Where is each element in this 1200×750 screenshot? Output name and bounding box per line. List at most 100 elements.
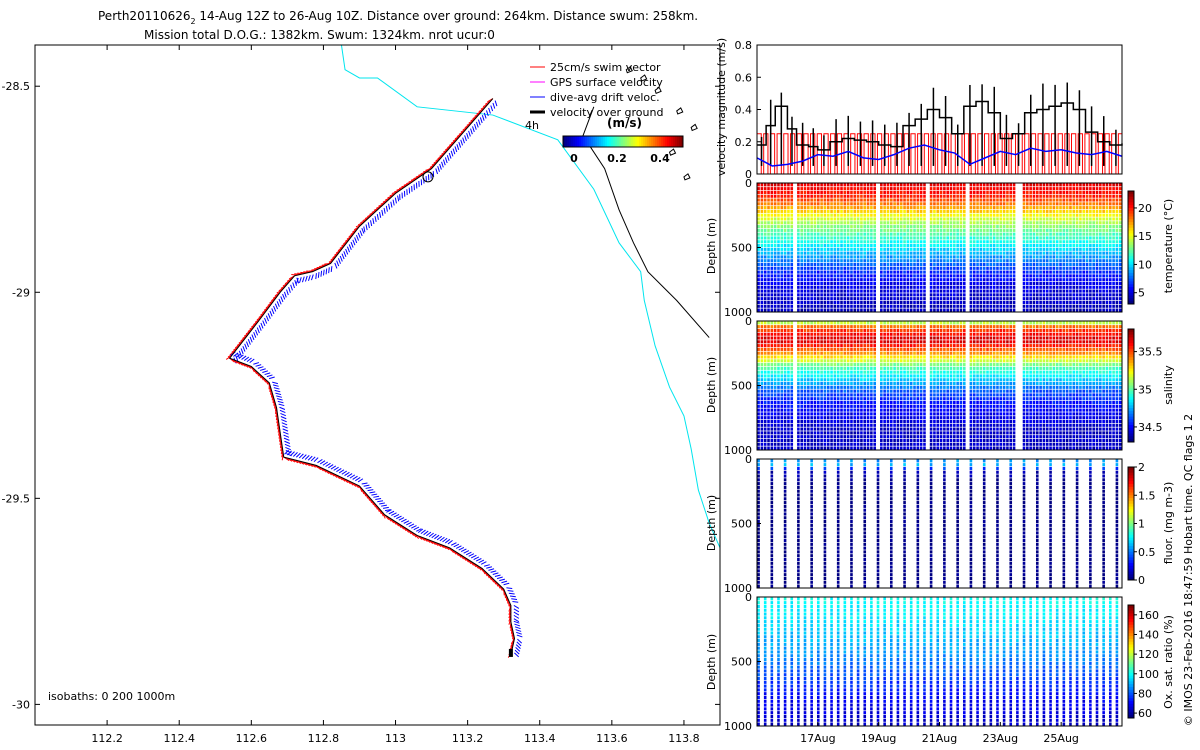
salinity-cell — [773, 328, 777, 332]
temperature-cell — [946, 293, 949, 297]
temperature-cell — [929, 259, 933, 263]
temperature-cell — [760, 221, 764, 225]
temperature-cell — [850, 266, 853, 270]
temperature-cell — [800, 285, 803, 289]
salinity-cell — [810, 400, 813, 405]
temperature-cell — [836, 236, 840, 240]
temperature-cell — [763, 255, 767, 259]
salinity-cell — [820, 408, 823, 412]
colorbar-cell — [1128, 207, 1134, 212]
salinity-cell — [770, 347, 774, 351]
temperature-cell — [906, 285, 910, 289]
temperature-cell — [787, 251, 790, 255]
temperature-cell — [873, 228, 876, 232]
temperature-cell — [906, 236, 910, 240]
temperature-cell — [962, 221, 966, 225]
drift-vector — [359, 230, 363, 237]
temperature-cell — [850, 289, 853, 293]
temperature-cell — [1105, 244, 1109, 248]
temperature-cell — [999, 270, 1003, 274]
temperature-cell — [893, 198, 896, 202]
temperature-cell — [856, 244, 860, 248]
temperature-cell — [999, 251, 1003, 255]
salinity-cell — [780, 438, 784, 443]
temperature-cell — [913, 262, 916, 267]
temperature-cell — [1099, 270, 1102, 274]
temperature-cell — [919, 225, 923, 229]
temperature-cell — [903, 262, 906, 267]
temperature-cell — [810, 285, 813, 289]
temperature-cell — [1085, 228, 1089, 232]
salinity-cell — [770, 325, 774, 329]
temperature-cell — [1045, 217, 1049, 221]
salinity-cell — [763, 336, 767, 340]
drift-vector — [357, 478, 364, 483]
temperature-cell — [903, 259, 906, 263]
temperature-cell — [1069, 266, 1072, 270]
temperature-cell — [787, 281, 790, 286]
temperature-cell — [1012, 183, 1016, 187]
temperature-cell — [1102, 247, 1105, 251]
colorbar-cell — [1128, 233, 1134, 237]
salinity-cell — [777, 389, 780, 393]
temperature-cell — [787, 187, 790, 191]
temperature-cell — [760, 187, 764, 191]
temperature-cell — [919, 262, 923, 267]
temperature-cell — [850, 300, 853, 305]
temperature-cell — [1079, 198, 1082, 202]
temperature-cell — [880, 213, 883, 217]
temperature-cell — [1052, 198, 1056, 202]
salinity-cell — [790, 355, 794, 359]
temperature-cell — [826, 259, 830, 263]
temperature-cell — [1055, 194, 1059, 198]
temperature-cell — [913, 221, 916, 225]
temperature-cell — [1059, 221, 1062, 225]
temperature-cell — [999, 308, 1003, 312]
salinity-cell — [760, 351, 764, 355]
temperature-cell — [1042, 304, 1046, 308]
temperature-cell — [959, 247, 963, 251]
temperature-cell — [1059, 198, 1062, 202]
temperature-cell — [1089, 281, 1092, 286]
colorbar-cell — [1128, 295, 1134, 299]
temperature-cell — [866, 308, 870, 312]
temperature-cell — [923, 194, 926, 198]
temperature-cell — [770, 183, 774, 187]
temperature-cell — [1075, 308, 1079, 312]
temperature-cell — [982, 228, 986, 232]
temperature-cell — [976, 228, 979, 232]
temperature-cell — [992, 251, 996, 255]
temperature-cell — [1112, 206, 1115, 210]
salinity-cell — [780, 332, 784, 336]
temperature-cell — [1069, 281, 1072, 286]
temperature-cell — [846, 300, 850, 305]
temperature-cell — [1092, 266, 1095, 270]
temperature-cell — [880, 244, 883, 248]
temperature-cell — [777, 198, 780, 202]
temperature-cell — [860, 300, 863, 305]
temperature-cell — [1082, 232, 1086, 236]
temperature-cell — [1075, 297, 1079, 301]
temperature-cell — [1029, 270, 1032, 274]
temperature-cell — [909, 244, 913, 248]
salinity-cell — [816, 382, 820, 386]
temperature-cell — [820, 228, 823, 232]
temperature-cell — [1079, 225, 1082, 229]
temperature-cell — [1099, 217, 1102, 221]
temperature-cell — [886, 259, 890, 263]
salinity-cell — [820, 370, 823, 374]
temperature-cell — [777, 255, 780, 259]
salinity-cell — [783, 419, 787, 424]
temperature-cell — [783, 259, 787, 263]
temperature-cell — [1022, 289, 1026, 293]
temperature-cell — [992, 209, 996, 213]
temperature-cell — [979, 289, 983, 293]
temperature-cell — [880, 251, 883, 255]
temperature-cell — [893, 221, 896, 225]
temperature-cell — [1022, 270, 1026, 274]
drift-vector — [454, 146, 458, 153]
temperature-cell — [823, 240, 827, 244]
temperature-cell — [953, 304, 956, 308]
temperature-cell — [880, 232, 883, 236]
colorbar-cell — [1128, 281, 1134, 285]
